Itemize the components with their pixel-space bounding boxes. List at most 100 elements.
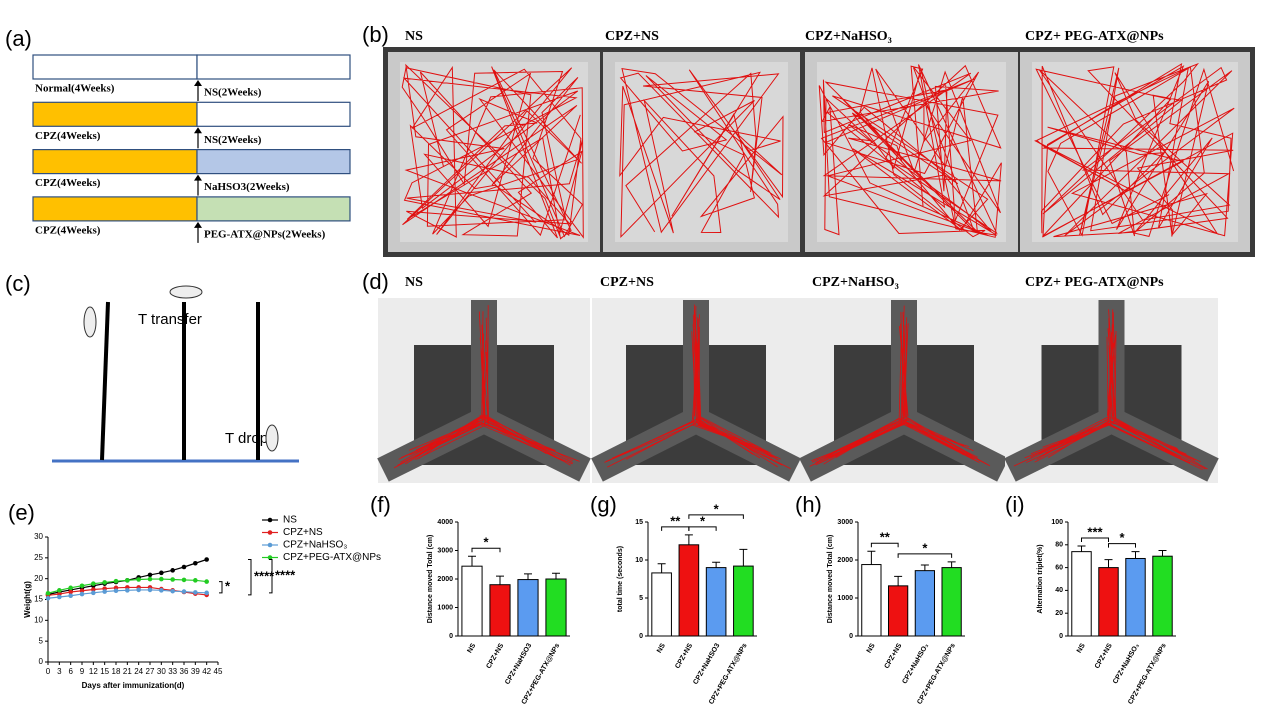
point	[91, 581, 96, 586]
y-tick-label: 5	[39, 636, 44, 645]
error-bar	[712, 561, 721, 568]
error-bar	[920, 564, 929, 571]
timeline-second	[196, 54, 351, 80]
x-tick-label: CPZ+NaHSO₃	[901, 642, 930, 685]
sig-bracket	[269, 559, 273, 594]
x-tick-label: CPZ+NS	[883, 642, 903, 670]
x-tick-label: CPZ+NS	[485, 642, 505, 670]
panel-label: (c)	[5, 271, 31, 296]
timeline-second	[196, 196, 351, 222]
point	[45, 595, 51, 601]
point	[181, 577, 187, 583]
x-tick-label: 9	[80, 667, 85, 676]
y-axis-label: Alternation triplet(%)	[1037, 544, 1044, 613]
error-bar	[1158, 550, 1167, 557]
sig-bracket	[1108, 543, 1136, 548]
track	[393, 305, 580, 469]
x-tick-label: 42	[202, 667, 211, 676]
y-axis-label: Distance moved Total (cm)	[427, 535, 434, 624]
bar	[651, 572, 672, 637]
timeline-second	[196, 149, 351, 175]
track	[1013, 309, 1208, 471]
point	[102, 580, 107, 585]
track	[818, 64, 1002, 238]
panel-label: (d)	[362, 269, 389, 294]
timeline-second-label: NS(2Weeks)	[204, 134, 262, 146]
sig-label: **	[880, 530, 891, 545]
x-axis-label: Days after immunization(d)	[82, 681, 185, 690]
sig-bracket	[219, 581, 223, 594]
y-tick-label: 10	[34, 615, 43, 624]
point	[204, 590, 209, 596]
group-header: CPZ+NaHSO₃	[805, 29, 892, 44]
point	[113, 588, 119, 594]
y-tick-label: 0	[449, 633, 453, 640]
diagram-label: T transfer	[138, 311, 202, 328]
y-tick-label: 25	[34, 553, 43, 562]
error-bar	[684, 534, 693, 545]
y-axis-label: Distance moved Total (cm)	[827, 535, 834, 624]
bar	[887, 585, 909, 637]
point	[68, 589, 73, 595]
error-bar	[894, 575, 903, 586]
bar	[461, 565, 483, 637]
mouse-icon	[265, 424, 279, 452]
group-header: CPZ+NS	[605, 29, 659, 44]
point	[170, 577, 175, 582]
x-tick-label: CPZ+NS	[1094, 642, 1114, 670]
sig-label: *	[714, 501, 720, 516]
error-bar	[1077, 545, 1086, 552]
x-tick-label: NS	[866, 642, 877, 654]
timeline-first	[32, 149, 198, 175]
bar	[705, 567, 727, 637]
y-tick-label: 40	[1055, 587, 1063, 594]
sig-bracket	[688, 514, 744, 519]
panel-label: (a)	[5, 26, 32, 51]
group-header: CPZ+ PEG-ATX@NPs	[1025, 275, 1164, 290]
x-tick-label: 18	[112, 667, 121, 676]
point	[193, 560, 198, 566]
bar	[1098, 567, 1119, 637]
bar	[489, 584, 511, 637]
timeline-second-label: NS(2Weeks)	[204, 87, 262, 99]
y-tick-label: 15	[34, 595, 43, 604]
track	[401, 63, 584, 240]
y-tick-label: 2000	[837, 557, 853, 564]
point	[57, 594, 62, 600]
arrow-head	[194, 221, 202, 228]
y-tick-label: 15	[635, 519, 643, 526]
y-tick-label: 3000	[437, 547, 453, 554]
legend-marker	[267, 517, 273, 523]
y-tick-label: 0	[849, 633, 853, 640]
bar	[941, 567, 962, 637]
x-tick-label: 3	[57, 667, 62, 676]
arrow-head	[194, 174, 202, 181]
sig-label: **	[670, 513, 681, 528]
timeline-first	[32, 196, 198, 222]
x-tick-label: CPZ+NaHSO3	[692, 642, 721, 686]
point	[193, 590, 198, 595]
point	[57, 588, 62, 593]
timeline-first-label: CPZ(4Weeks)	[35, 177, 101, 189]
point	[79, 591, 85, 597]
sig-bracket	[870, 542, 899, 548]
legend-label: NS	[283, 515, 297, 526]
sig-label: ***	[1087, 524, 1103, 539]
track	[619, 67, 784, 239]
x-tick-label: 39	[191, 667, 200, 676]
point	[136, 587, 141, 593]
point	[125, 588, 130, 593]
x-tick-label: 24	[134, 667, 143, 676]
point	[79, 588, 85, 594]
error-bar	[1104, 559, 1113, 568]
bar	[861, 564, 882, 637]
x-tick-label: CPZ+NaHSO₃	[1112, 642, 1141, 685]
y-tick-label: 4000	[437, 519, 453, 526]
sig-bracket	[1081, 537, 1109, 542]
point	[147, 587, 153, 593]
error-bar	[947, 561, 956, 568]
point	[68, 593, 73, 599]
point	[147, 576, 153, 582]
y-tick-label: 20	[1055, 610, 1063, 617]
